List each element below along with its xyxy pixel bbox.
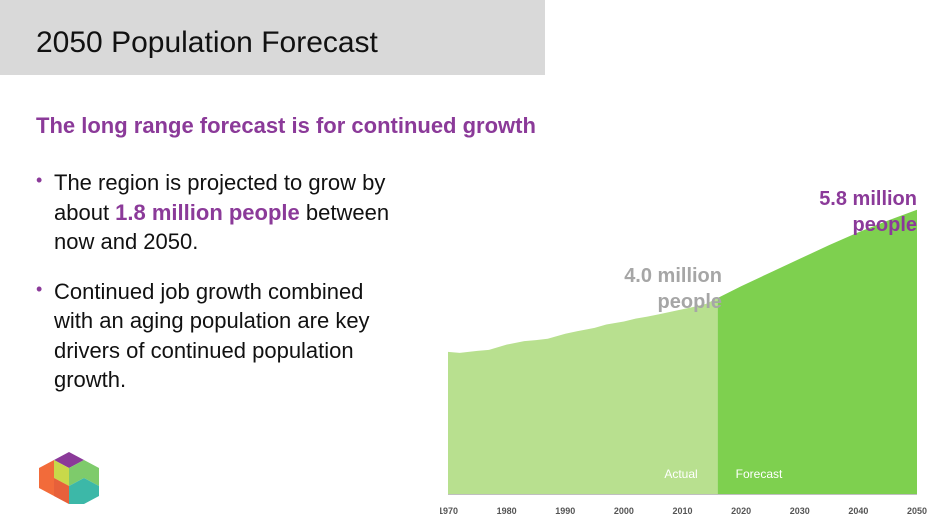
bullet-text-after: between now and 2050. xyxy=(54,199,390,255)
bullet-text-before: The region is projected to grow by about xyxy=(54,170,386,225)
slide-subtitle: The long range forecast is for continued… xyxy=(36,113,536,138)
area-actual xyxy=(448,298,718,494)
callout-current-line1: 4.0 million xyxy=(624,265,722,287)
bullet-item-growth: • The region is projected to grow by abo… xyxy=(36,168,396,257)
bullet-item-drivers: • Continued job growth combined with an … xyxy=(36,277,396,395)
x-tick-label: 1980 xyxy=(497,506,517,516)
callout-future-line1: 5.8 million xyxy=(819,188,917,210)
x-tick-label: 2020 xyxy=(731,506,751,516)
callout-future: 5.8 million people xyxy=(790,186,917,238)
bullet-dot-icon: • xyxy=(36,278,43,299)
x-tick-label: 1970 xyxy=(440,506,458,516)
slide-title: 2050 Population Forecast xyxy=(36,26,378,59)
x-tick-label: 1990 xyxy=(555,506,575,516)
population-chart: Actual Forecast 1970 1980 1990 2000 2010 2020 20… xyxy=(440,209,927,516)
x-tick-label: 2000 xyxy=(614,506,634,516)
callout-current-line2: people xyxy=(657,291,722,313)
callout-future-line2: people xyxy=(852,214,917,236)
x-tick-label: 2050 xyxy=(907,506,927,516)
bullet-dot-icon: • xyxy=(36,170,43,190)
hexagon-logo-icon xyxy=(39,452,99,504)
x-tick-label: 2030 xyxy=(790,506,810,516)
region-label-actual: Actual xyxy=(664,467,697,481)
bullet-highlight: 1.8 million people xyxy=(115,199,300,225)
bullet-text: Continued job growth combined with an ag… xyxy=(54,278,370,393)
x-tick-label: 2040 xyxy=(848,506,868,516)
region-label-forecast: Forecast xyxy=(736,467,783,481)
title-bar: 2050 Population Forecast xyxy=(0,0,545,75)
callout-current: 4.0 million people xyxy=(596,263,722,315)
bullet-list: • The region is projected to grow by abo… xyxy=(36,168,396,415)
x-tick-label: 2010 xyxy=(672,506,692,516)
area-forecast xyxy=(717,209,917,495)
